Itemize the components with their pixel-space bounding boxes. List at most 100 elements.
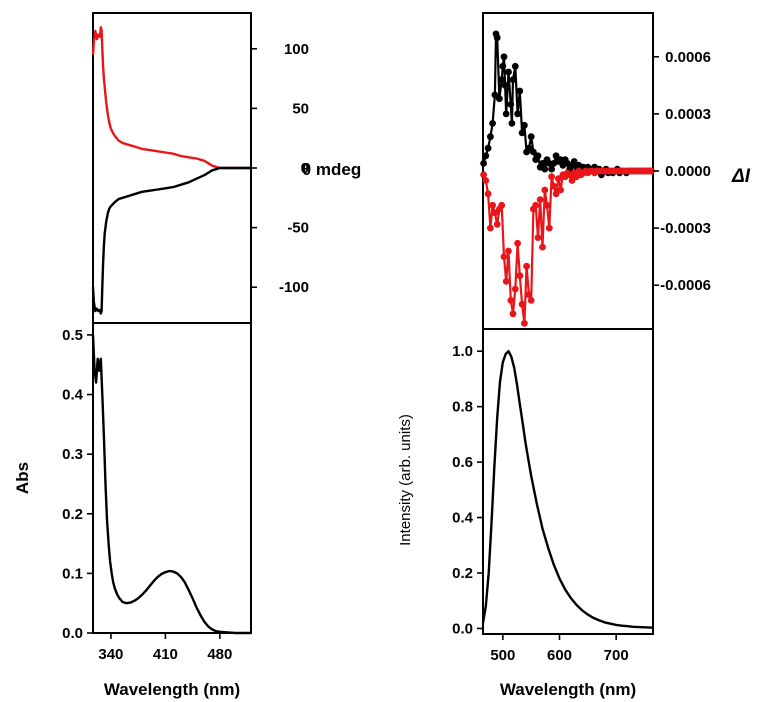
cpl-series-0-point — [484, 144, 492, 152]
cpl-series-0-point — [501, 81, 509, 89]
pl-x-tick-label: 700 — [604, 647, 629, 664]
pl-y-tick-label: 1.0 — [452, 343, 473, 360]
cpl-series-0-point — [500, 53, 508, 61]
cpl-series-1-point — [523, 262, 530, 270]
abs-x-ticks: 340 410 480 — [98, 633, 232, 663]
cpl-series-1-point — [568, 177, 576, 184]
pl-x-axis-label: Wavelength (nm) — [500, 680, 636, 699]
pl-y-tick-label: 0.0 — [452, 620, 473, 637]
cpl-series-1-point — [541, 186, 549, 194]
cpl-y-tick-label: 0.0006 — [665, 49, 711, 66]
cpl-series-1-point — [539, 243, 546, 251]
cd-y-tick-label: -100 — [279, 279, 309, 296]
cpl-y-ticks: 0.0006 0.0003 0.0000 -0.0003 -0.0006 — [653, 49, 711, 294]
cpl-series-0-point — [507, 101, 515, 108]
cpl-series-1-point — [550, 182, 558, 190]
cpl-series-0-point — [496, 95, 503, 103]
abs-x-tick-label: 480 — [207, 646, 232, 663]
cpl-series-1-point — [491, 209, 499, 217]
cd-series — [91, 26, 251, 315]
cpl-series-1-point — [514, 239, 521, 247]
cpl-series-0-point — [527, 133, 535, 141]
abs-y-tick-label: 0.2 — [62, 506, 83, 523]
cpl-series-1-point — [525, 291, 533, 299]
abs-x-axis-label: Wavelength (nm) — [104, 680, 240, 699]
abs-y-tick-label: 0.4 — [62, 387, 84, 404]
cpl-series-1-point — [536, 196, 544, 204]
abs-panel: 340 410 480 0.0 0.1 0.2 0.3 0.4 0.5 Abs Wavelen… — [13, 322, 252, 699]
abs-series — [91, 334, 251, 635]
cpl-series-0-point — [552, 152, 560, 160]
cpl-series-1-point — [555, 175, 562, 183]
abs-y-tick-label: 0.0 — [62, 625, 83, 642]
cpl-y-tick-label: 0.0000 — [665, 163, 711, 180]
abs-series-line-0 — [91, 334, 251, 635]
cd-y-ticks: 100 50 0 -50 -100 — [251, 41, 309, 296]
cpl-series-0-point — [521, 121, 528, 129]
abs-plot-frame — [92, 322, 252, 634]
cpl-series-1-point — [498, 201, 506, 209]
pl-y-tick-label: 0.4 — [452, 510, 474, 527]
cpl-y-axis-label: ΔI — [731, 166, 751, 187]
abs-y-tick-label: 0.3 — [62, 446, 83, 463]
cpl-series-0-point — [491, 91, 499, 99]
pl-x-tick-label: 600 — [547, 647, 572, 664]
cpl-series-1-point — [548, 173, 555, 181]
cpl-series-0-point — [487, 133, 494, 141]
pl-y-ticks: 0.0 0.2 0.4 0.6 0.8 1.0 — [452, 343, 483, 637]
cd-y-tick-label: 0 — [301, 160, 309, 177]
cpl-series-0-point — [509, 76, 517, 83]
abs-y-tick-label: 0.5 — [62, 327, 83, 344]
cpl-series-1-point — [527, 297, 535, 304]
cd-y-tick-label: 100 — [284, 41, 309, 58]
cpl-series-0-point — [514, 110, 521, 118]
cpl-series-1-point — [487, 224, 494, 232]
pl-y-tick-label: 0.2 — [452, 565, 473, 582]
cpl-series-1-point — [484, 190, 492, 198]
cpl-series-1-point — [509, 310, 517, 318]
cpl-series-1-point — [500, 253, 508, 261]
cpl-series-0-point — [480, 160, 487, 167]
cpl-series-1-point — [507, 297, 515, 304]
cpl-series-0-point — [516, 87, 524, 95]
cpl-series-0-point — [525, 144, 533, 152]
pl-x-ticks: 500 600 700 — [490, 634, 629, 664]
pl-y-axis-label: Intensity (arb. units) — [397, 414, 414, 546]
cpl-series-0-point — [508, 120, 516, 127]
cpl-series-1-point — [545, 224, 553, 232]
pl-y-tick-label: 0.8 — [452, 399, 473, 416]
abs-y-axis-label: Abs — [13, 462, 32, 494]
cpl-series-1-point — [557, 186, 564, 194]
cpl-series-0-point — [489, 120, 496, 127]
cpl-series-0-point — [505, 68, 512, 76]
cpl-series — [480, 30, 655, 327]
cd-series-line-0 — [91, 26, 251, 170]
cpl-series-0-point — [482, 152, 490, 160]
cd-y-tick-label: -50 — [287, 220, 309, 237]
cpl-series-1-point — [516, 272, 524, 280]
cpl-series-1-point — [534, 234, 542, 242]
cpl-series-1-point — [482, 177, 490, 184]
cpl-series-1-point — [518, 300, 526, 308]
cpl-y-tick-label: 0.0003 — [665, 106, 711, 123]
cpl-series-0-point — [511, 62, 519, 70]
pl-plot-frame — [482, 328, 654, 635]
cpl-series-1-point — [511, 285, 519, 293]
pl-panel: 500 600 700 0.0 0.2 0.4 0.6 0.8 1.0 Intensity (… — [397, 328, 654, 699]
cpl-series-1-point — [521, 319, 528, 327]
cpl-series-0-point — [539, 160, 546, 167]
cpl-series-0-point — [570, 158, 578, 165]
pl-series-line-0 — [481, 350, 653, 629]
cpl-series-0-point — [548, 165, 555, 173]
pl-y-tick-label: 0.6 — [452, 454, 473, 471]
abs-x-tick-label: 410 — [153, 646, 178, 663]
cd-panel: 100 50 0 -50 -100 θ mdeg — [91, 12, 361, 324]
abs-x-tick-label: 340 — [98, 646, 123, 663]
cd-y-axis-label: θ mdeg — [302, 160, 361, 179]
abs-y-tick-label: 0.1 — [62, 565, 83, 582]
cd-series-line-1 — [91, 166, 251, 315]
pl-series — [481, 350, 653, 629]
cpl-series-1-point — [647, 167, 655, 175]
cpl-series-1-point — [532, 201, 540, 209]
